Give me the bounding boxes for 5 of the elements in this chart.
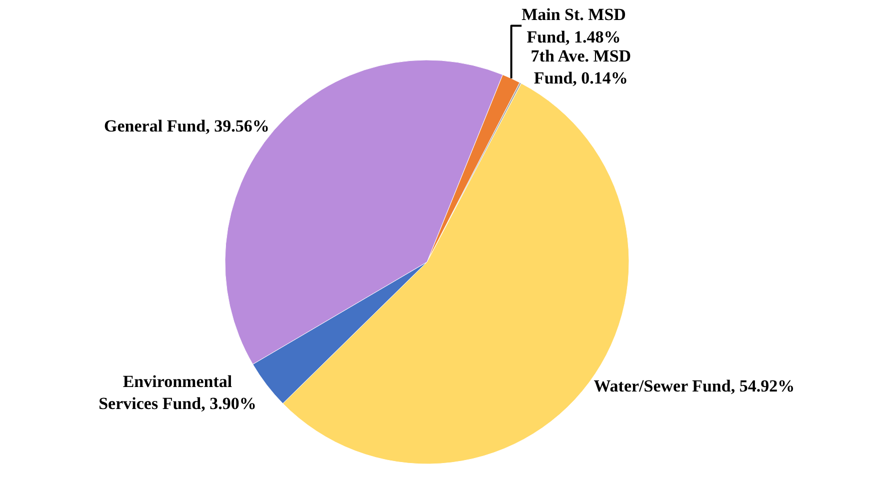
slice-label: Environmental Services Fund, 3.90% — [98, 372, 256, 413]
slice-label: General Fund, 39.56% — [104, 116, 270, 136]
slice-label: Water/Sewer Fund, 54.92% — [594, 376, 795, 396]
slice-label: Main St. MSD Fund, 1.48% — [522, 5, 626, 46]
slice-label: 7th Ave. MSD Fund, 0.14% — [530, 46, 632, 88]
